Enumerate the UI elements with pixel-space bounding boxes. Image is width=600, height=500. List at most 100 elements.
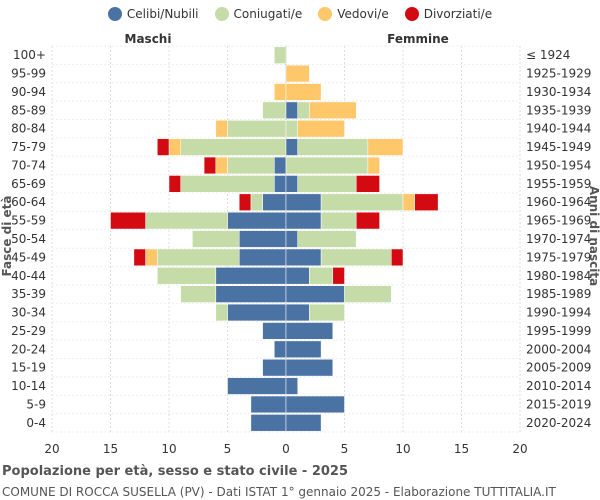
bar-female-coniugati [321,194,403,211]
bar-male-vedovi [146,249,158,266]
bar-female-celibi [286,304,309,321]
birth-year-label: 2000-2004 [526,342,591,356]
age-label: 25-29 [11,324,46,338]
bar-female-divorziati [333,267,345,284]
birth-year-label: 1995-1999 [526,324,591,338]
bar-male-vedovi [169,139,181,156]
age-label: 85-89 [11,103,46,117]
birth-year-label: 1990-1994 [526,306,591,320]
age-label: 15-19 [11,361,46,375]
x-axis-ticks: 20 15 10 5 0 5 10 15 20 [44,442,527,456]
bar-female-coniugati [298,175,357,192]
age-label: 75-79 [11,140,46,154]
birth-year-label: ≤ 1924 [526,48,570,62]
bar-male-celibi [263,359,286,376]
birth-year-label: 1980-1984 [526,269,591,283]
bar-male-coniugati [146,212,228,229]
birth-year-label: 2015-2019 [526,397,591,411]
bar-female-celibi [286,378,298,395]
bar-female-celibi [286,286,345,303]
age-label: 10-14 [11,379,46,393]
x-tick-label: 20 [44,442,59,456]
bar-male-celibi [228,378,287,395]
bar-male-divorziati [239,194,251,211]
birth-year-label: 2010-2014 [526,379,591,393]
bar-female-vedovi [298,120,345,137]
bar-male-divorziati [134,249,146,266]
bar-female-celibi [286,102,298,119]
birth-year-label: 1965-1969 [526,214,591,228]
bar-male-vedovi [216,120,228,137]
age-label: 65-69 [11,177,46,191]
age-label: 20-24 [11,342,46,356]
bar-male-divorziati [204,157,216,174]
bar-female-vedovi [403,194,415,211]
bar-male-celibi [263,323,286,340]
bar-female-divorziati [391,249,403,266]
birth-year-label: 1940-1944 [526,122,591,136]
bar-male-coniugati [274,47,286,64]
birth-year-label: 2020-2024 [526,416,591,430]
bar-female-vedovi [368,157,380,174]
bar-female-coniugati [309,304,344,321]
birth-year-label: 2005-2009 [526,361,591,375]
population-pyramid-chart: Maschi Femmine Fasce di età Anni di nasc… [0,0,600,460]
bar-female-divorziati [356,212,379,229]
bar-male-celibi [228,212,287,229]
bar-male-celibi [263,194,286,211]
bar-female-coniugati [321,249,391,266]
bar-male-celibi [239,231,286,248]
bar-male-celibi [228,304,287,321]
bar-male-coniugati [216,304,228,321]
x-tick-label: 10 [395,442,410,456]
age-label: 45-49 [11,250,46,264]
birth-year-label: 1935-1939 [526,103,591,117]
birth-year-label: 1960-1964 [526,195,591,209]
bar-male-vedovi [216,157,228,174]
birth-year-label: 1970-1974 [526,232,591,246]
x-tick-label: 10 [161,442,176,456]
bar-female-divorziati [356,175,379,192]
bar-female-celibi [286,231,298,248]
bar-male-celibi [274,341,286,358]
bar-female-coniugati [286,120,298,137]
x-tick-label: 20 [512,442,527,456]
bar-female-vedovi [368,139,403,156]
bar-female-celibi [286,194,321,211]
bar-female-coniugati [298,231,357,248]
birth-labels: ≤ 1924 1925-1929 1930-1934 1935-1939 1940-19… [526,48,591,430]
chart-subtitle: COMUNE DI ROCCA SUSELLA (PV) - Dati ISTA… [2,485,556,499]
bar-female-coniugati [286,157,368,174]
bar-female-coniugati [345,286,392,303]
bar-female-celibi [286,175,298,192]
bar-female-celibi [286,249,321,266]
age-label: 55-59 [11,214,46,228]
age-label: 30-34 [11,306,46,320]
birth-year-label: 1925-1929 [526,67,591,81]
birth-year-label: 1975-1979 [526,250,591,264]
bar-female-celibi [286,396,345,413]
bar-male-celibi [274,175,286,192]
bar-male-divorziati [157,139,169,156]
bar-male-coniugati [228,157,275,174]
x-tick-label: 15 [103,442,118,456]
bar-male-celibi [251,414,286,431]
bar-male-coniugati [157,267,216,284]
age-label: 90-94 [11,85,46,99]
bar-female-celibi [286,414,321,431]
bar-male-coniugati [263,102,286,119]
bar-male-celibi [239,249,286,266]
bar-female-divorziati [415,194,438,211]
chart-title: Popolazione per età, sesso e stato civil… [2,464,348,479]
bar-male-divorziati [169,175,181,192]
bar-male-coniugati [181,286,216,303]
age-label: 0-4 [26,416,46,430]
birth-year-label: 1955-1959 [526,177,591,191]
bar-male-coniugati [192,231,239,248]
bar-female-coniugati [309,267,332,284]
x-tick-label: 5 [224,442,232,456]
bar-female-coniugati [298,139,368,156]
birth-year-label: 1950-1954 [526,158,591,172]
bar-female-vedovi [309,102,356,119]
age-label: 95-99 [11,67,46,81]
